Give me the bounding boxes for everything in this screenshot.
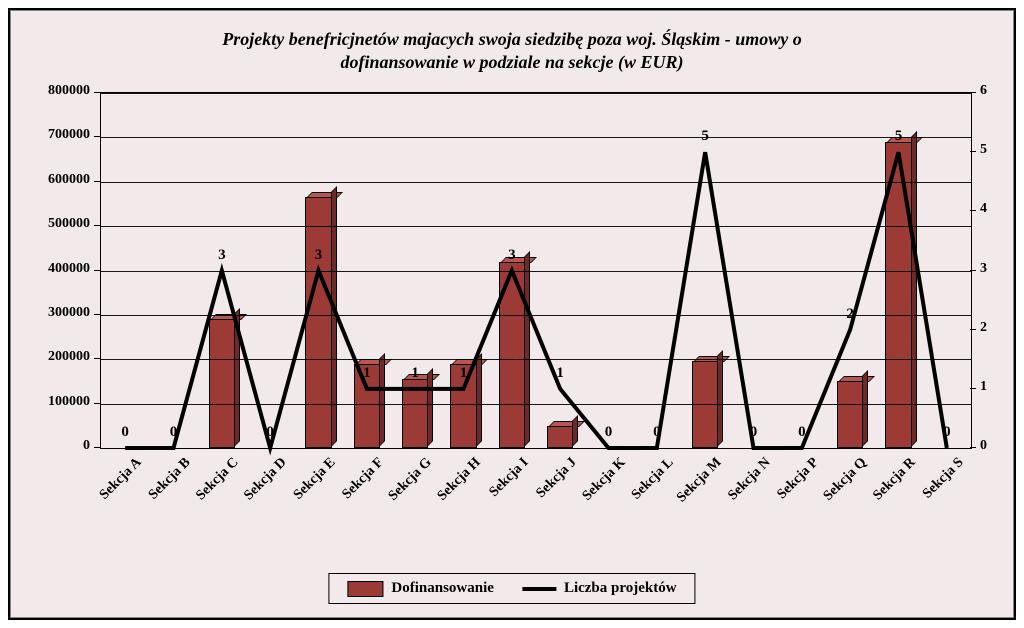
y-left-tick-label: 800000 — [10, 83, 90, 99]
y-right-tick-label: 0 — [980, 438, 987, 454]
y-right-tick-label: 2 — [980, 320, 987, 336]
y-left-tick-label: 500000 — [10, 216, 90, 232]
y-right-tick — [970, 447, 976, 448]
legend-swatch-bar — [347, 581, 383, 597]
y-left-tick — [94, 403, 100, 404]
y-left-tick — [94, 358, 100, 359]
chart-title-line1: Projekty benefricjnetów majacych swoja s… — [222, 29, 801, 49]
line-data-label: 1 — [363, 365, 371, 382]
y-right-tick-label: 5 — [980, 142, 987, 158]
line-data-label: 3 — [315, 247, 323, 264]
y-left-tick — [94, 181, 100, 182]
y-right-tick — [970, 92, 976, 93]
y-left-tick — [94, 136, 100, 137]
chart-container: Projekty benefricjnetów majacych swoja s… — [0, 0, 1024, 628]
line-polyline — [125, 152, 947, 448]
chart-title-line2: dofinansowanie w podziale na sekcje (w E… — [340, 52, 683, 72]
legend-swatch-line — [522, 587, 556, 591]
y-left-tick-label: 300000 — [10, 305, 90, 321]
y-right-tick — [970, 329, 976, 330]
legend: Dofinansowanie Liczba projektów — [328, 573, 695, 604]
chart-frame: Projekty benefricjnetów majacych swoja s… — [8, 8, 1016, 620]
line-data-label: 5 — [895, 128, 903, 145]
y-left-tick-label: 0 — [10, 438, 90, 454]
line-data-label: 0 — [170, 424, 178, 441]
y-left-tick — [94, 225, 100, 226]
legend-label-line: Liczba projektów — [564, 580, 677, 597]
y-right-tick — [970, 151, 976, 152]
y-right-tick — [970, 210, 976, 211]
y-left-tick — [94, 92, 100, 93]
line-data-label: 0 — [605, 424, 613, 441]
line-data-label: 5 — [701, 128, 709, 145]
y-left-tick — [94, 447, 100, 448]
legend-label-bar: Dofinansowanie — [391, 580, 494, 597]
line-data-label: 0 — [750, 424, 758, 441]
line-series-svg — [101, 93, 971, 448]
line-data-label: 2 — [846, 306, 854, 323]
line-data-label: 1 — [556, 365, 564, 382]
line-data-label: 1 — [460, 365, 468, 382]
legend-item-line: Liczba projektów — [522, 580, 677, 597]
line-data-label: 0 — [121, 424, 129, 441]
line-data-label: 3 — [218, 247, 226, 264]
y-left-tick-label: 100000 — [10, 394, 90, 410]
y-right-tick-label: 3 — [980, 261, 987, 277]
line-data-label: 0 — [266, 424, 274, 441]
y-right-tick-label: 4 — [980, 201, 987, 217]
y-left-tick-label: 600000 — [10, 172, 90, 188]
plot-area: 0 0 3 0 3 1 1 1 3 1 0 0 5 0 0 2 5 0 — [100, 92, 972, 449]
y-right-tick — [970, 270, 976, 271]
legend-item-bar: Dofinansowanie — [347, 580, 494, 597]
line-data-label: 0 — [798, 424, 806, 441]
line-data-label: 1 — [411, 365, 419, 382]
y-right-tick-label: 1 — [980, 379, 987, 395]
y-left-tick-label: 700000 — [10, 127, 90, 143]
y-left-tick-label: 200000 — [10, 349, 90, 365]
line-data-label: 3 — [508, 247, 516, 264]
y-left-tick — [94, 314, 100, 315]
y-right-tick — [970, 388, 976, 389]
line-data-label: 0 — [653, 424, 661, 441]
chart-title: Projekty benefricjnetów majacych swoja s… — [10, 28, 1014, 73]
y-left-tick — [94, 270, 100, 271]
line-data-label: 0 — [943, 424, 951, 441]
y-right-tick-label: 6 — [980, 83, 987, 99]
y-left-tick-label: 400000 — [10, 261, 90, 277]
